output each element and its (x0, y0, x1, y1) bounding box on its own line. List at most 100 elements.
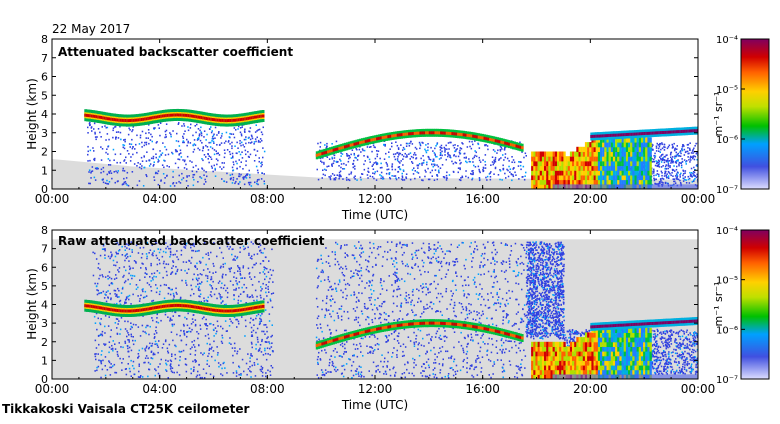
speckle (247, 294, 249, 296)
x-tick-label: 08:00 (250, 192, 285, 206)
speckle (154, 336, 156, 338)
precip-mark (587, 142, 589, 147)
speckle (653, 159, 655, 161)
speckle (420, 301, 422, 303)
precip-mark (559, 156, 561, 161)
speckle (367, 146, 369, 148)
speckle (102, 331, 104, 333)
speckle (94, 253, 96, 255)
speckle (266, 284, 268, 286)
speckle (243, 291, 245, 293)
speckle (98, 278, 100, 280)
speckle (127, 345, 128, 347)
speckle (231, 254, 233, 256)
speckle (195, 350, 197, 352)
speckle (197, 138, 199, 140)
speckle (688, 159, 690, 161)
speckle (245, 326, 247, 328)
precip-mark (602, 170, 604, 175)
speckle (151, 290, 153, 292)
speckle (117, 269, 119, 271)
speckle (137, 185, 139, 187)
precip-mark (579, 170, 581, 175)
x-tick-label: 16:00 (465, 192, 500, 206)
speckle (364, 150, 366, 152)
speckle (241, 135, 243, 137)
speckle (200, 325, 202, 327)
speckle (228, 140, 230, 142)
speckle (341, 163, 343, 165)
speckle (694, 159, 696, 161)
speckle (397, 156, 399, 158)
speckle (109, 285, 111, 287)
speckle (325, 352, 327, 354)
colorbar-tick-label: 10⁻⁴ (716, 35, 738, 46)
speckle (156, 343, 158, 345)
speckle (233, 161, 235, 163)
speckle (416, 157, 418, 159)
speckle (357, 159, 359, 161)
speckle (170, 248, 172, 250)
speckle (459, 153, 461, 155)
speckle (421, 163, 423, 165)
speckle (159, 127, 161, 129)
precip-mark (596, 152, 598, 157)
speckle (380, 293, 382, 295)
speckle (693, 148, 695, 150)
precip-mark (531, 175, 533, 180)
speckle (199, 135, 201, 137)
speckle (360, 151, 362, 153)
speckle (360, 177, 362, 179)
speckle (268, 288, 270, 290)
speckle (250, 355, 252, 357)
precip-mark (572, 156, 574, 161)
speckle (363, 164, 365, 166)
speckle (655, 174, 657, 176)
speckle (160, 249, 162, 251)
speckle (463, 361, 465, 363)
speckle (512, 174, 514, 176)
speckle (208, 297, 210, 299)
speckle (492, 156, 494, 158)
speckle (203, 170, 205, 172)
speckle (260, 263, 262, 265)
speckle (339, 279, 341, 281)
speckle (260, 344, 262, 346)
speckle (193, 367, 195, 369)
speckle (195, 319, 197, 321)
speckle (193, 145, 195, 147)
speckle (107, 153, 109, 155)
precip-mark (639, 170, 641, 175)
speckle (677, 175, 679, 177)
speckle (128, 134, 129, 136)
precip-mark (559, 170, 561, 175)
speckle (255, 375, 257, 377)
speckle (117, 351, 119, 353)
speckle (156, 255, 158, 257)
speckle (176, 182, 178, 184)
speckle (150, 280, 152, 282)
speckle (666, 175, 668, 177)
speckle (176, 140, 178, 142)
speckle (261, 131, 263, 133)
precip-mark (626, 170, 628, 175)
speckle (206, 328, 208, 330)
plot-area (52, 109, 700, 190)
speckle (156, 157, 158, 159)
speckle (174, 185, 176, 187)
speckle (412, 289, 414, 291)
speckle (119, 333, 121, 335)
precip-mark (533, 166, 535, 171)
speckle (135, 340, 137, 342)
speckle (340, 167, 342, 169)
speckle (321, 331, 323, 333)
speckle (669, 160, 671, 162)
precip-mark (559, 180, 561, 185)
speckle (459, 167, 461, 169)
precip-mark (538, 180, 540, 185)
speckle (239, 140, 241, 142)
speckle (233, 177, 235, 179)
speckle (118, 137, 120, 139)
speckle (183, 324, 185, 326)
precip-mark (611, 142, 613, 147)
